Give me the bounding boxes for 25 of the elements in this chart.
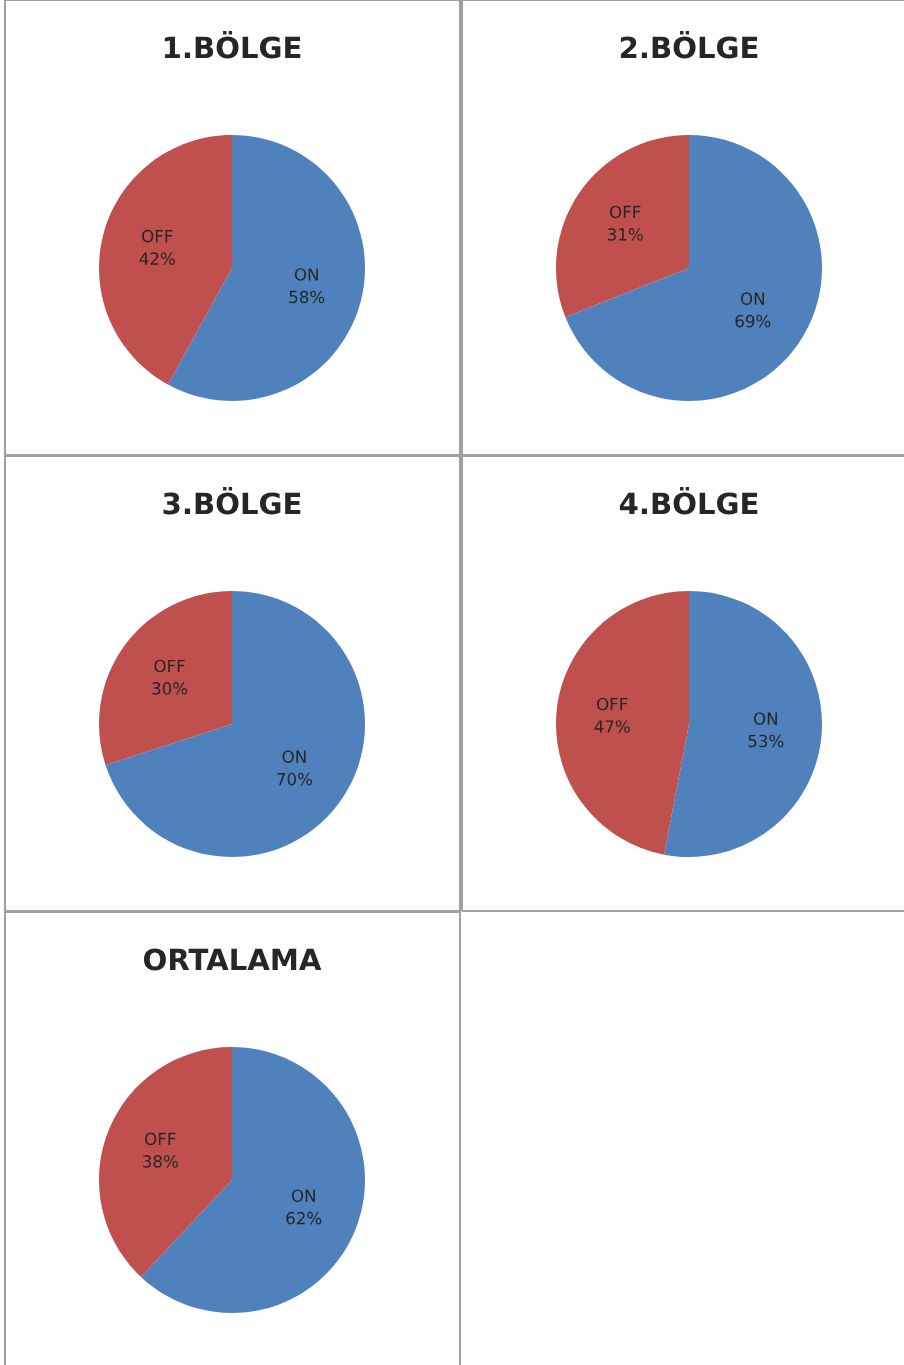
slice-label: OFF bbox=[596, 697, 628, 711]
data-label: 69% bbox=[735, 314, 771, 328]
chart-title: 2.BÖLGE bbox=[620, 31, 758, 59]
chart-title: 3.BÖLGE bbox=[163, 487, 301, 515]
chart-title: 1.BÖLGE bbox=[164, 31, 301, 59]
data-label: 31% bbox=[607, 228, 643, 241]
slice-label: ON bbox=[291, 1189, 315, 1202]
slice-label: OFF bbox=[154, 659, 185, 673]
data-label: 30% bbox=[152, 682, 188, 695]
data-label: 53% bbox=[748, 734, 784, 748]
data-label: 58% bbox=[289, 290, 325, 304]
chart-title: ORTALAMA bbox=[144, 948, 322, 971]
slice-label: ON bbox=[282, 750, 306, 763]
slice-label: OFF bbox=[145, 1132, 176, 1146]
slice-label: ON bbox=[294, 268, 318, 281]
data-label: 62% bbox=[286, 1211, 322, 1225]
slice-label: OFF bbox=[609, 205, 641, 219]
data-label: 42% bbox=[139, 252, 175, 265]
slice-label: ON bbox=[753, 712, 777, 725]
data-label: 70% bbox=[277, 772, 313, 786]
slice-label: OFF bbox=[142, 229, 173, 243]
slice-label: ON bbox=[740, 292, 764, 305]
chart-title: 4.BÖLGE bbox=[619, 487, 758, 515]
data-label: 38% bbox=[143, 1155, 178, 1168]
data-label: 47% bbox=[594, 720, 630, 733]
